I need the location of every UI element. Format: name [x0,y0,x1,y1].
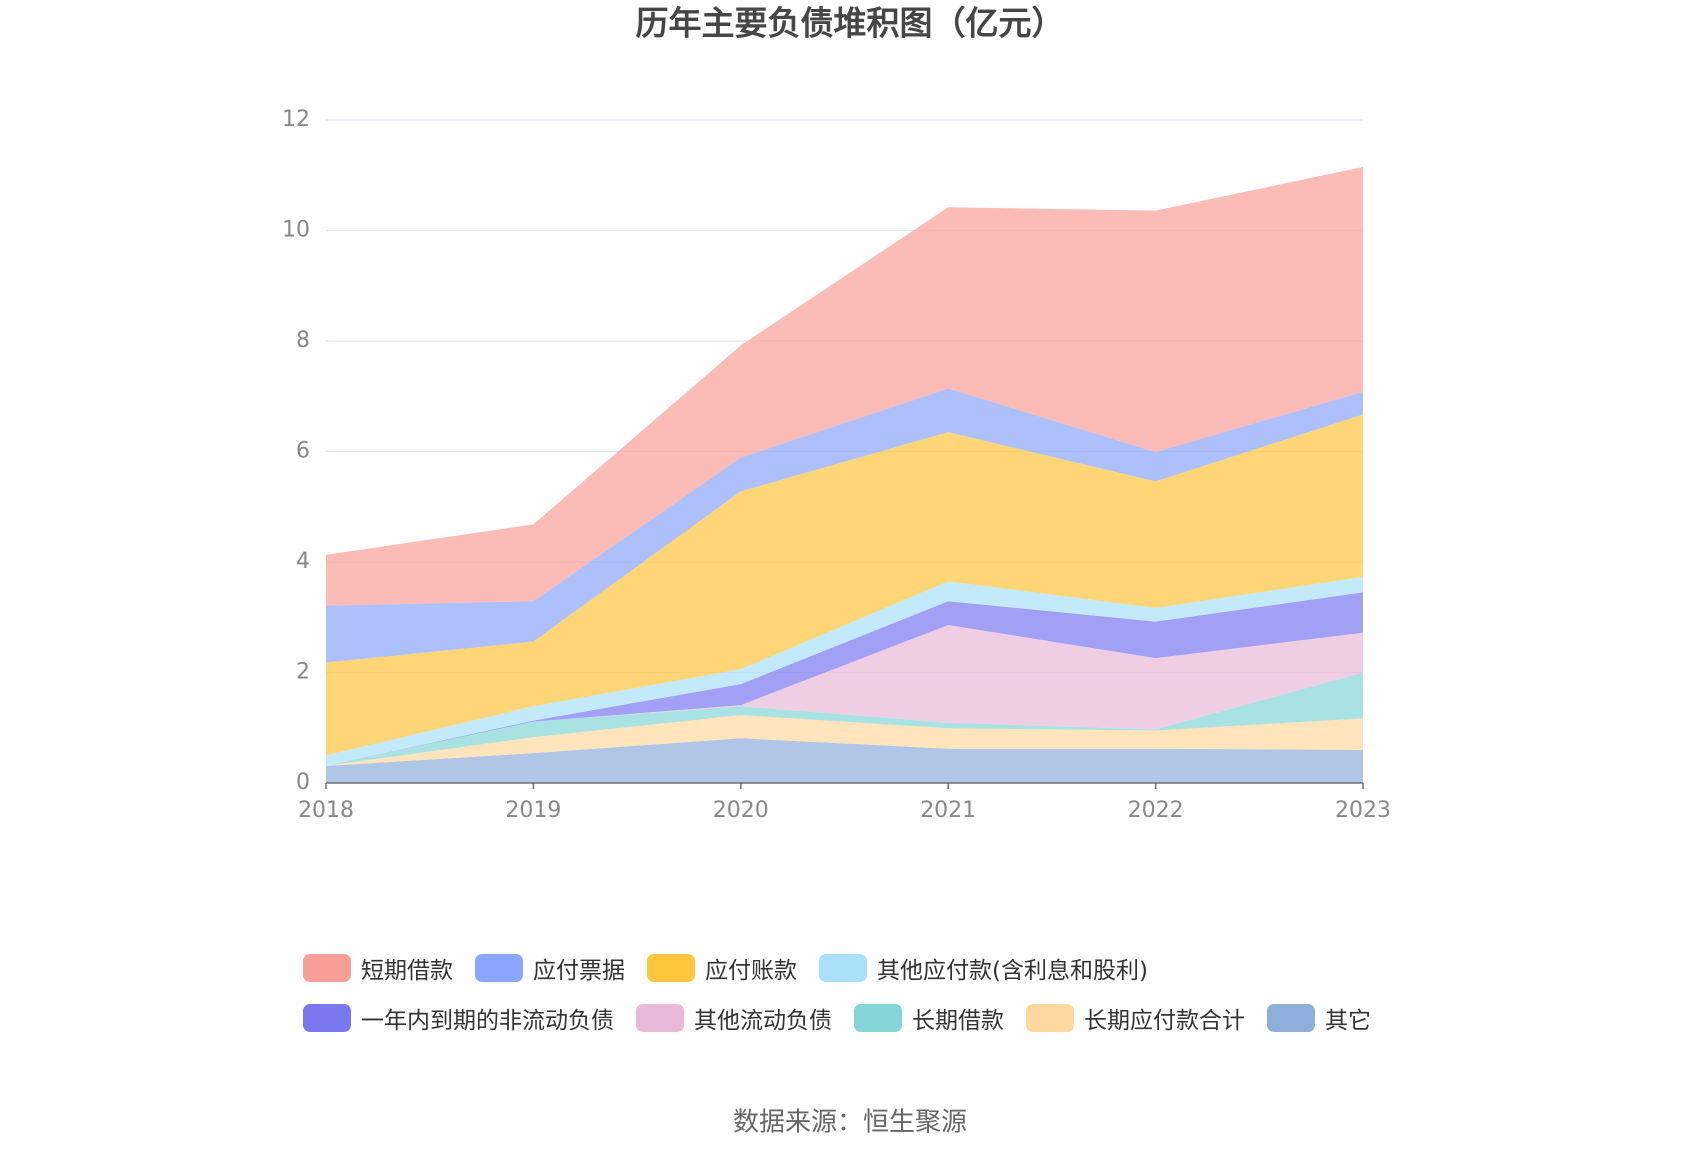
legend-item[interactable]: 其它 [1267,1003,1371,1034]
legend-item[interactable]: 长期应付款合计 [1026,1003,1245,1034]
legend-swatch [854,1004,902,1032]
y-tick-label: 8 [296,328,310,353]
y-tick-label: 2 [296,660,310,685]
legend-label: 长期借款 [912,1008,1004,1034]
legend-item[interactable]: 应付账款 [647,953,797,984]
area [326,738,1363,783]
legend-swatch [1026,1004,1074,1032]
legend-swatch [636,1004,684,1032]
legend-item[interactable]: 长期借款 [854,1003,1004,1034]
area [326,715,1363,766]
area [326,166,1363,606]
area [326,576,1363,766]
area [326,624,1363,766]
legend-swatch [819,954,867,982]
legend-swatch [303,1004,351,1032]
legend-item[interactable]: 其他应付款(含利息和股利) [819,953,1148,984]
legend: 短期借款 应付票据 应付账款 其他应付款(含利息和股利) 一年内到期的非流动负债 其他流动… [303,953,1453,1034]
y-tick-label: 0 [296,770,310,795]
legend-label: 其他应付款(含利息和股利) [877,958,1148,984]
x-tick-label: 2023 [1335,798,1391,823]
x-tick-label: 2019 [505,798,561,823]
x-tick-label: 2022 [1128,798,1184,823]
legend-label: 其他流动负债 [694,1008,832,1034]
legend-label: 应付账款 [705,958,797,984]
legend-label: 长期应付款合计 [1084,1008,1245,1034]
legend-label: 短期借款 [361,958,453,984]
chart-title: 历年主要负债堆积图（亿元） [636,4,1065,43]
legend-item[interactable]: 短期借款 [303,953,453,984]
legend-swatch [647,954,695,982]
y-tick-label: 6 [296,439,310,464]
legend-swatch [475,954,523,982]
legend-item[interactable]: 其他流动负债 [636,1003,832,1034]
legend-label: 一年内到期的非流动负债 [361,1008,614,1034]
x-tick-label: 2020 [713,798,769,823]
x-tick-label: 2018 [298,798,354,823]
legend-item[interactable]: 一年内到期的非流动负债 [303,1003,614,1034]
legend-item[interactable]: 应付票据 [475,953,625,984]
y-tick-label: 10 [282,218,310,243]
area [326,672,1363,766]
legend-label: 应付票据 [533,958,625,984]
y-tick-label: 12 [282,107,310,132]
y-tick-label: 4 [296,549,310,574]
legend-swatch [303,954,351,982]
area [326,414,1363,756]
legend-label: 其它 [1325,1008,1371,1034]
area [326,592,1363,766]
x-tick-label: 2021 [920,798,976,823]
source-note: 数据来源：恒生聚源 [733,1108,967,1138]
legend-swatch [1267,1004,1315,1032]
area [326,388,1363,663]
